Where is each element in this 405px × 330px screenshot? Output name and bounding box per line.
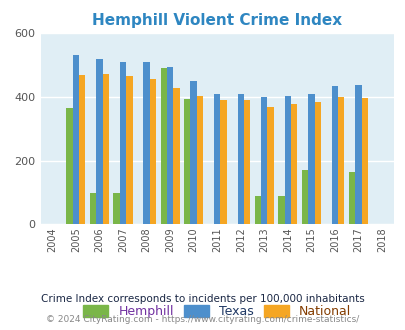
Bar <box>149 79 156 224</box>
Bar <box>348 172 354 224</box>
Bar <box>72 55 79 224</box>
Bar <box>126 76 132 224</box>
Bar <box>173 88 179 224</box>
Bar <box>160 68 166 224</box>
Text: © 2024 CityRating.com - https://www.cityrating.com/crime-statistics/: © 2024 CityRating.com - https://www.city… <box>46 315 359 324</box>
Bar <box>337 97 343 224</box>
Bar <box>220 100 226 224</box>
Bar <box>143 62 149 224</box>
Bar <box>290 105 296 224</box>
Bar <box>213 94 220 224</box>
Bar <box>354 85 361 224</box>
Bar <box>314 102 320 224</box>
Bar <box>243 100 249 224</box>
Bar <box>267 107 273 224</box>
Bar <box>190 81 196 224</box>
Bar <box>79 75 85 224</box>
Legend: Hemphill, Texas, National: Hemphill, Texas, National <box>78 300 355 323</box>
Bar <box>278 196 284 224</box>
Bar <box>90 192 96 224</box>
Bar <box>66 108 72 224</box>
Bar <box>361 98 367 224</box>
Title: Hemphill Violent Crime Index: Hemphill Violent Crime Index <box>92 13 341 28</box>
Bar <box>260 97 267 224</box>
Bar <box>284 95 290 224</box>
Bar <box>166 67 173 224</box>
Bar <box>237 94 243 224</box>
Bar <box>119 62 126 224</box>
Bar <box>254 196 260 224</box>
Bar <box>113 192 119 224</box>
Bar <box>307 94 314 224</box>
Bar <box>301 170 307 224</box>
Bar <box>102 75 109 224</box>
Bar <box>96 58 102 224</box>
Bar <box>196 95 202 224</box>
Text: Crime Index corresponds to incidents per 100,000 inhabitants: Crime Index corresponds to incidents per… <box>41 294 364 304</box>
Bar <box>331 85 337 224</box>
Bar <box>184 99 190 224</box>
